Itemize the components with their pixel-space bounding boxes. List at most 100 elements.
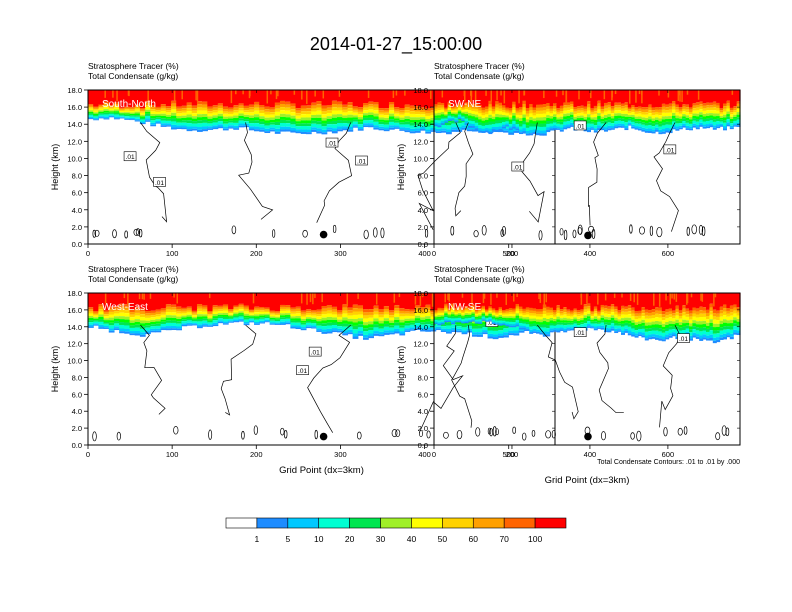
tracer-cell (93, 116, 99, 119)
tracer-cell (471, 318, 476, 321)
tracer-cell (399, 127, 406, 130)
tracer-cell (363, 331, 369, 335)
tracer-cell (573, 323, 578, 327)
tracer-cell (624, 309, 629, 312)
tracer-cell (675, 319, 680, 324)
tracer-cell (145, 325, 151, 328)
tracer-cell (471, 328, 478, 333)
tracer-cell (444, 115, 449, 117)
tracer-cell (430, 90, 437, 108)
tracer-cell (570, 318, 574, 321)
tracer-cell (404, 124, 411, 128)
tracer-cell (290, 112, 297, 116)
tracer-cell (570, 314, 574, 317)
tracer-cell (712, 104, 717, 108)
tracer-cell (600, 116, 605, 119)
tracer-cell (525, 133, 530, 136)
tracer-cell (607, 319, 612, 323)
tracer-cell (641, 293, 646, 308)
tracer-cell (566, 90, 571, 103)
tracer-cell (457, 314, 462, 317)
colorbar-swatch (411, 517, 443, 529)
tracer-cell (525, 131, 530, 134)
tracer-cell (295, 90, 302, 109)
tracer-cell (357, 126, 364, 130)
tracer-cell (454, 293, 459, 309)
tracer-cell (404, 313, 411, 316)
tracer-cell (93, 317, 99, 319)
tracer-cell (437, 313, 442, 316)
contour-blob (629, 224, 633, 234)
tracer-cell (468, 125, 472, 128)
tracer-cell (202, 314, 208, 317)
tracer-cell (695, 121, 700, 125)
tracer-cell (617, 90, 622, 103)
contour-blob (559, 228, 564, 236)
tracer-cell (259, 105, 266, 108)
tracer-cell (549, 90, 554, 107)
tracer-cell (651, 118, 656, 122)
tracer-cell (576, 310, 581, 313)
tracer-cell (695, 330, 700, 335)
tracer-cell (641, 122, 646, 125)
tracer-cell (378, 114, 385, 118)
tracer-cell (515, 108, 520, 111)
tracer-cell (661, 314, 666, 318)
tracer-cell (733, 118, 738, 121)
tracer-cell (186, 308, 193, 311)
tracer-cell (675, 293, 680, 306)
tracer-cell (357, 308, 364, 312)
tracer-cell (736, 114, 741, 118)
tracer-cell (709, 115, 714, 118)
tracer-cell (481, 120, 486, 124)
tracer-cell (726, 119, 731, 123)
tracer-cell (150, 116, 157, 119)
tracer-cell (434, 106, 438, 109)
tracer-cell (519, 313, 523, 317)
tracer-cell (563, 113, 568, 117)
tracer-cell (409, 125, 416, 129)
tracer-cell (685, 320, 690, 324)
tracer-cell (295, 121, 302, 124)
tracer-cell (437, 311, 442, 314)
tracer-cell (492, 337, 499, 340)
tracer-cell (217, 113, 224, 117)
tracer-cell (305, 117, 312, 121)
tracer-cell (337, 293, 343, 311)
tracer-cell (539, 324, 544, 328)
tracer-cell (181, 324, 188, 327)
tracer-cell (305, 319, 312, 321)
tracer-cell (651, 115, 656, 119)
tracer-cell (368, 112, 374, 115)
tracer-cell (468, 115, 472, 119)
tracer-cell (88, 105, 94, 108)
tracer-cell (607, 104, 612, 108)
tracer-cell (549, 315, 554, 319)
tracer-cell (447, 316, 452, 319)
tracer-cell (181, 117, 188, 121)
tracer-cell (88, 90, 94, 105)
tracer-streak (149, 293, 152, 299)
tracer-cell (378, 112, 385, 115)
y-tick-label: 14.0 (413, 323, 428, 332)
tracer-cell (634, 116, 639, 119)
tracer-cell (409, 293, 416, 310)
tracer-cell (532, 293, 537, 309)
tracer-cell (394, 310, 400, 314)
tracer-cell (491, 319, 496, 322)
tracer-cell (352, 112, 359, 116)
tracer-cell (342, 126, 349, 129)
tracer-streak (321, 293, 323, 303)
tracer-cell (404, 110, 411, 113)
contour-blob (395, 429, 401, 437)
tracer-cell (326, 104, 333, 108)
tracer-cell (689, 329, 693, 333)
tracer-cell (264, 312, 271, 314)
tracer-cell (337, 314, 343, 317)
tracer-cell (243, 321, 250, 324)
tracer-cell (399, 117, 406, 120)
tracer-cell (202, 316, 208, 319)
tracer-cell (512, 318, 517, 321)
tracer-cell (474, 103, 479, 107)
tracer-cell (425, 307, 432, 311)
